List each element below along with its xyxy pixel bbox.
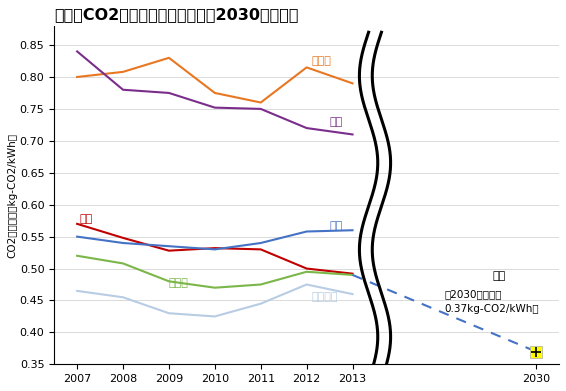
Text: 世界: 世界 xyxy=(329,221,343,231)
Text: インド: インド xyxy=(311,56,331,66)
Y-axis label: CO2排出係数（kg-CO2/kWh）: CO2排出係数（kg-CO2/kWh） xyxy=(7,133,17,258)
Text: 米国: 米国 xyxy=(79,214,93,224)
Text: 日本: 日本 xyxy=(493,271,506,282)
Text: ドイツ: ドイツ xyxy=(169,278,189,289)
Text: 0.37kg-CO2/kWh）: 0.37kg-CO2/kWh） xyxy=(444,304,539,314)
Text: （2030年度目標: （2030年度目標 xyxy=(444,289,502,299)
Text: 中国: 中国 xyxy=(329,117,343,127)
Text: イギリス: イギリス xyxy=(311,292,338,303)
Text: 各国のCO2排出係数実績と日本の2030年度目標: 各国のCO2排出係数実績と日本の2030年度目標 xyxy=(54,7,299,22)
